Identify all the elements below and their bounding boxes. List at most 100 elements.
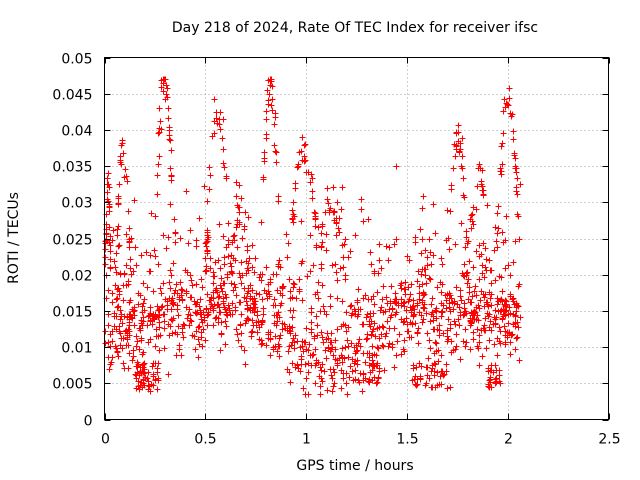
data-point <box>157 285 164 292</box>
data-point <box>155 261 162 268</box>
data-point <box>367 323 374 330</box>
data-point <box>426 375 433 382</box>
data-point <box>135 378 142 385</box>
data-point <box>260 176 267 183</box>
data-point <box>407 304 414 311</box>
data-point <box>410 303 417 310</box>
data-point <box>252 255 259 262</box>
data-point <box>283 231 290 238</box>
data-point <box>374 344 381 351</box>
data-point <box>133 262 140 269</box>
data-point <box>439 308 446 315</box>
data-point <box>458 220 465 227</box>
data-point <box>344 337 351 344</box>
data-point <box>211 118 218 125</box>
data-point <box>455 138 462 145</box>
data-point <box>414 329 421 336</box>
data-point <box>514 334 521 341</box>
data-point <box>395 300 402 307</box>
data-point <box>172 329 179 336</box>
data-point <box>279 320 286 327</box>
data-point <box>419 297 426 304</box>
data-point <box>330 383 337 390</box>
data-point <box>427 345 434 352</box>
data-point <box>356 336 363 343</box>
data-point <box>476 161 483 168</box>
data-point <box>217 265 224 272</box>
data-point <box>272 110 279 117</box>
data-point <box>332 261 339 268</box>
data-point <box>170 299 177 306</box>
data-point <box>398 296 405 303</box>
data-point <box>354 297 361 304</box>
data-point <box>315 279 322 286</box>
data-point <box>319 361 326 368</box>
data-point <box>155 130 162 137</box>
data-point <box>180 321 187 328</box>
data-point <box>113 250 120 257</box>
data-point <box>123 262 130 269</box>
data-point <box>224 271 231 278</box>
data-point <box>342 344 349 351</box>
data-point <box>273 149 280 156</box>
data-point <box>334 199 341 206</box>
data-point <box>459 165 466 172</box>
data-point <box>217 309 224 316</box>
data-point <box>339 184 346 191</box>
data-point <box>249 264 256 271</box>
data-point <box>379 342 386 349</box>
data-point <box>289 207 296 214</box>
data-point <box>308 305 315 312</box>
data-point <box>210 273 217 280</box>
data-point <box>364 350 371 357</box>
data-point <box>104 189 111 196</box>
y-tick-label: 0.015 <box>52 305 92 321</box>
data-point <box>308 171 315 178</box>
data-point <box>513 335 520 342</box>
data-point <box>131 197 138 204</box>
y-tick-label: 0.01 <box>61 341 92 357</box>
data-point <box>339 359 346 366</box>
data-point <box>106 208 113 215</box>
data-point <box>155 333 162 340</box>
data-point <box>368 331 375 338</box>
data-point <box>287 295 294 302</box>
data-point <box>461 273 468 280</box>
data-point <box>258 277 265 284</box>
data-point <box>107 242 114 249</box>
data-point <box>360 321 367 328</box>
data-point <box>204 238 211 245</box>
data-point <box>444 327 451 334</box>
data-point <box>163 82 170 89</box>
data-point <box>515 283 522 290</box>
data-point <box>457 293 464 300</box>
data-point <box>432 361 439 368</box>
data-point <box>249 317 256 324</box>
data-point <box>214 302 221 309</box>
data-point <box>410 313 417 320</box>
data-point <box>405 328 412 335</box>
data-point <box>455 122 462 129</box>
data-point <box>277 290 284 297</box>
data-point <box>263 342 270 349</box>
data-point <box>212 259 219 266</box>
data-point <box>271 296 278 303</box>
data-point <box>149 363 156 370</box>
data-point <box>375 345 382 352</box>
data-point <box>287 330 294 337</box>
data-point <box>173 281 180 288</box>
data-point <box>135 290 142 297</box>
data-point <box>121 174 128 181</box>
data-point <box>210 280 217 287</box>
data-point <box>298 218 305 225</box>
data-point <box>199 284 206 291</box>
data-point <box>193 237 200 244</box>
data-point <box>179 329 186 336</box>
data-point <box>374 289 381 296</box>
data-point <box>231 281 238 288</box>
data-point <box>484 202 491 209</box>
data-point <box>323 311 330 318</box>
data-point <box>299 297 306 304</box>
data-point <box>216 116 223 123</box>
data-point <box>439 368 446 375</box>
